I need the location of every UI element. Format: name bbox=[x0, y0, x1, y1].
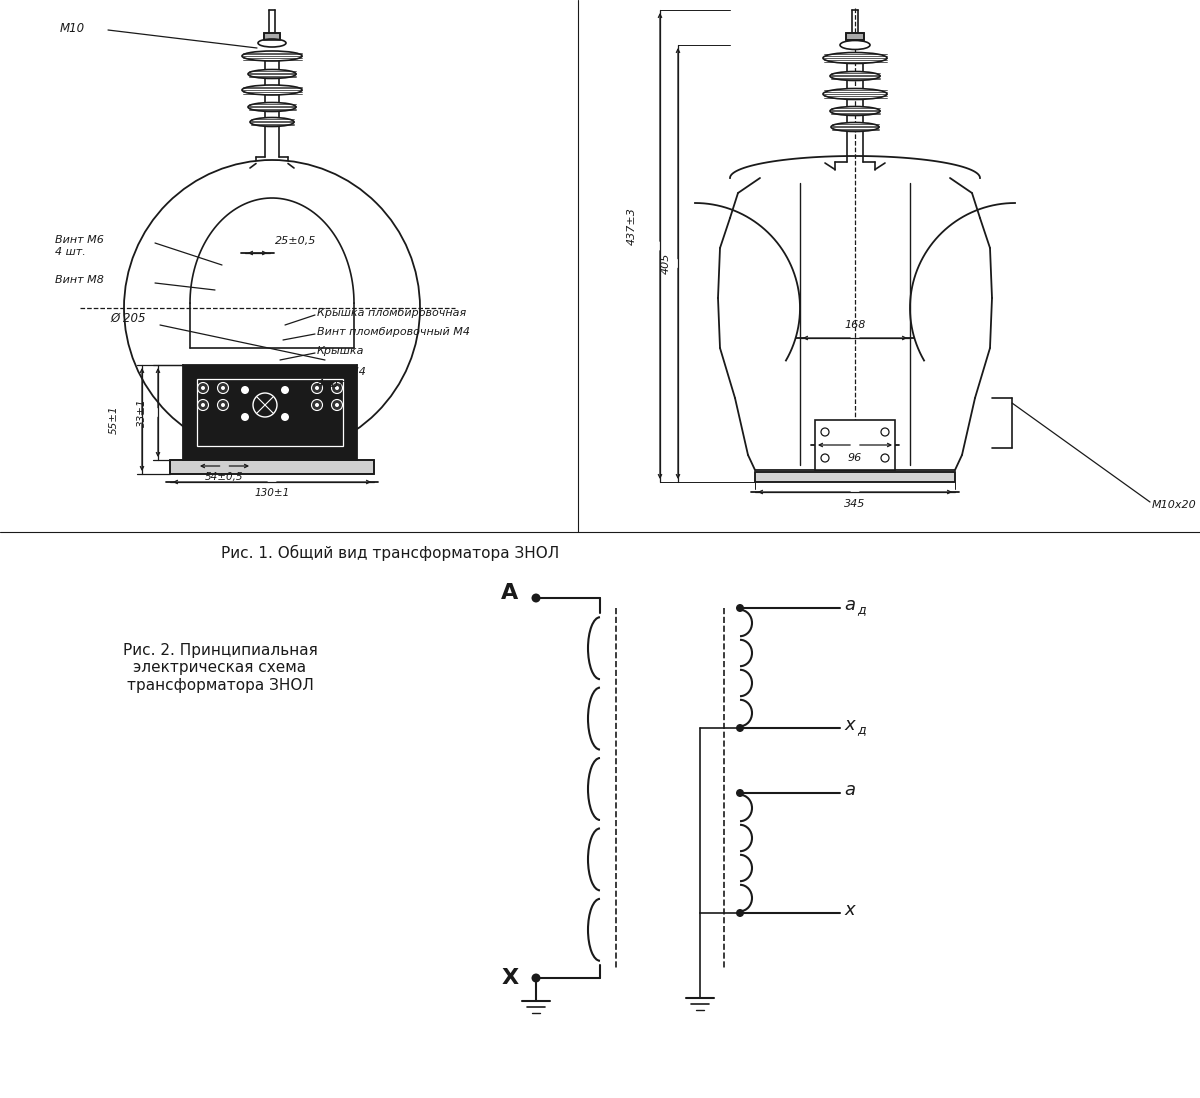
Circle shape bbox=[532, 594, 540, 603]
Text: 4 шт.: 4 шт. bbox=[317, 379, 348, 389]
Text: Ø 205: Ø 205 bbox=[110, 312, 145, 325]
Text: Винт пломбировочный М4: Винт пломбировочный М4 bbox=[317, 327, 470, 337]
Text: Рис. 1. Общий вид трансформатора ЗНОЛ: Рис. 1. Общий вид трансформатора ЗНОЛ bbox=[221, 545, 559, 561]
Ellipse shape bbox=[840, 41, 870, 49]
Bar bbox=[197, 379, 343, 446]
Text: М10х20: М10х20 bbox=[1152, 500, 1196, 509]
Bar bbox=[264, 33, 280, 40]
Circle shape bbox=[217, 400, 228, 411]
Bar bbox=[846, 33, 864, 40]
Text: 4 шт.: 4 шт. bbox=[55, 247, 85, 257]
Ellipse shape bbox=[248, 102, 296, 112]
Text: х: х bbox=[844, 716, 854, 733]
Text: Винт М6: Винт М6 bbox=[55, 235, 104, 245]
Text: Х: Х bbox=[502, 968, 518, 988]
Circle shape bbox=[241, 413, 250, 421]
Ellipse shape bbox=[242, 85, 302, 96]
Circle shape bbox=[221, 386, 226, 390]
Bar bbox=[170, 460, 374, 474]
Circle shape bbox=[217, 382, 228, 393]
Bar bbox=[182, 365, 358, 460]
Text: Винт М4: Винт М4 bbox=[317, 367, 366, 377]
Ellipse shape bbox=[830, 123, 878, 132]
Text: 33±1: 33±1 bbox=[137, 399, 148, 427]
Circle shape bbox=[736, 909, 744, 917]
Ellipse shape bbox=[242, 51, 302, 61]
Ellipse shape bbox=[823, 53, 887, 64]
Text: а: а bbox=[844, 781, 854, 799]
Text: д: д bbox=[857, 604, 865, 616]
Circle shape bbox=[124, 160, 420, 456]
Circle shape bbox=[198, 382, 209, 393]
Bar bbox=[755, 472, 955, 482]
Text: 25±0,5: 25±0,5 bbox=[275, 236, 317, 246]
Circle shape bbox=[312, 400, 323, 411]
Bar bbox=[846, 33, 864, 40]
Circle shape bbox=[736, 789, 744, 797]
Text: Рис. 2. Принципиальная
электрическая схема
трансформатора ЗНОЛ: Рис. 2. Принципиальная электрическая схе… bbox=[122, 643, 317, 693]
Circle shape bbox=[281, 386, 289, 394]
Text: Крышка пломбировочная: Крышка пломбировочная bbox=[317, 309, 467, 318]
Text: 437±3: 437±3 bbox=[628, 208, 637, 245]
Circle shape bbox=[335, 386, 340, 390]
Ellipse shape bbox=[258, 40, 286, 47]
Circle shape bbox=[821, 428, 829, 436]
Bar bbox=[170, 460, 374, 474]
Circle shape bbox=[281, 413, 289, 421]
Circle shape bbox=[736, 604, 744, 612]
Text: 345: 345 bbox=[845, 498, 865, 509]
Text: М10: М10 bbox=[60, 22, 85, 34]
Text: а: а bbox=[844, 596, 854, 614]
Circle shape bbox=[821, 453, 829, 462]
Text: 55±1: 55±1 bbox=[109, 405, 119, 434]
Circle shape bbox=[202, 386, 205, 390]
Bar bbox=[264, 33, 280, 40]
Text: 168: 168 bbox=[845, 320, 865, 330]
Circle shape bbox=[736, 724, 744, 732]
Circle shape bbox=[331, 382, 342, 393]
Text: 130±1: 130±1 bbox=[254, 488, 289, 498]
Circle shape bbox=[331, 400, 342, 411]
Bar bbox=[755, 472, 955, 482]
Text: д: д bbox=[857, 724, 865, 737]
Circle shape bbox=[532, 974, 540, 983]
Circle shape bbox=[198, 400, 209, 411]
Ellipse shape bbox=[250, 117, 294, 126]
Text: 96: 96 bbox=[848, 453, 862, 463]
Text: х: х bbox=[844, 901, 854, 919]
Ellipse shape bbox=[248, 69, 296, 78]
Circle shape bbox=[335, 403, 340, 407]
Text: Крышка: Крышка bbox=[317, 346, 365, 356]
Circle shape bbox=[312, 382, 323, 393]
Text: 54±0,5: 54±0,5 bbox=[205, 472, 244, 482]
Text: А: А bbox=[502, 583, 518, 603]
Bar bbox=[815, 421, 895, 470]
Text: 405: 405 bbox=[661, 253, 671, 274]
Circle shape bbox=[881, 428, 889, 436]
Bar bbox=[182, 365, 358, 460]
Circle shape bbox=[221, 403, 226, 407]
Text: Винт М8: Винт М8 bbox=[55, 274, 104, 285]
Circle shape bbox=[202, 403, 205, 407]
Ellipse shape bbox=[823, 89, 887, 100]
Circle shape bbox=[241, 386, 250, 394]
Circle shape bbox=[314, 403, 319, 407]
Ellipse shape bbox=[830, 71, 880, 80]
Circle shape bbox=[314, 386, 319, 390]
Circle shape bbox=[881, 453, 889, 462]
Ellipse shape bbox=[830, 107, 880, 115]
